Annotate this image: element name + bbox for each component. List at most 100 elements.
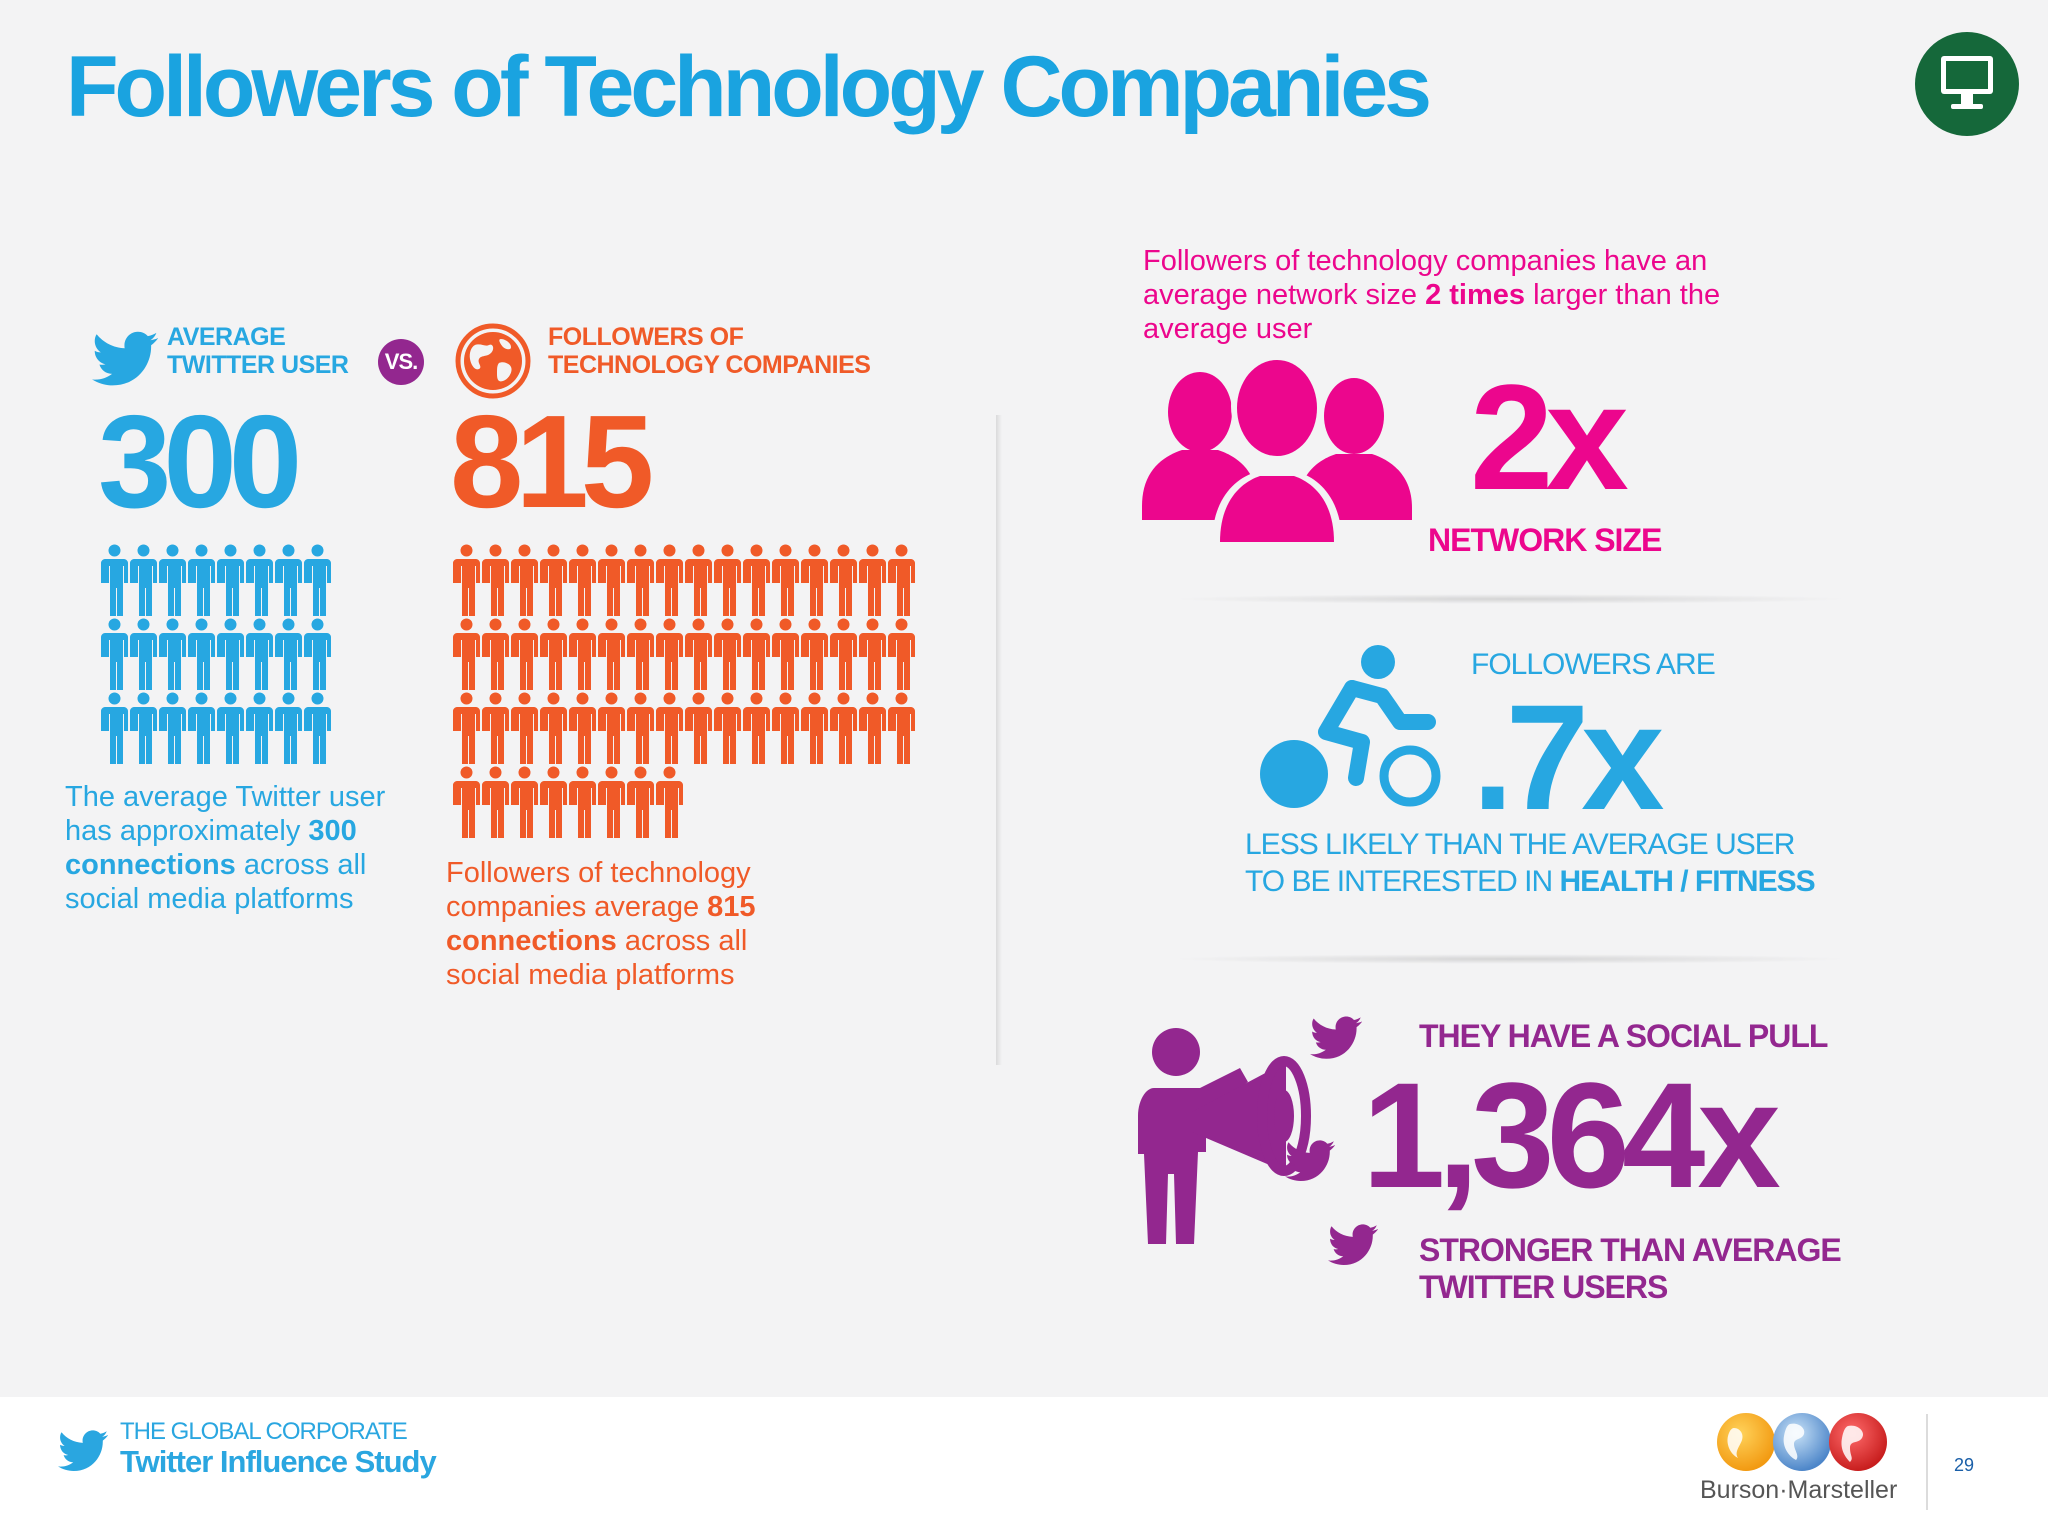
fitness-value: .7x bbox=[1472, 673, 1665, 841]
tech-followers-label: FOLLOWERS OF TECHNOLOGY COMPANIES bbox=[548, 323, 871, 379]
person-icon bbox=[569, 766, 596, 838]
vs-badge: VS. bbox=[378, 339, 424, 385]
megaphone-person-icon bbox=[1132, 1012, 1332, 1257]
person-icon bbox=[217, 618, 244, 690]
person-icon bbox=[101, 618, 128, 690]
average-user-connections-value: 300 bbox=[98, 388, 302, 535]
social-pull-description: STRONGER THAN AVERAGE TWITTER USERS bbox=[1419, 1232, 1842, 1305]
person-icon bbox=[569, 618, 596, 690]
person-icon bbox=[830, 618, 857, 690]
person-icon bbox=[188, 692, 215, 764]
person-icon bbox=[569, 544, 596, 616]
cyclist-icon bbox=[1260, 644, 1446, 819]
section-divider bbox=[1170, 594, 1850, 604]
person-icon bbox=[540, 692, 567, 764]
section-divider bbox=[1170, 954, 1850, 964]
person-icon bbox=[743, 618, 770, 690]
network-intro: Followers of technology companies have a… bbox=[1143, 245, 1721, 345]
person-icon bbox=[598, 766, 625, 838]
page-number: 29 bbox=[1954, 1455, 1975, 1475]
average-user-description: The average Twitter user has approximate… bbox=[65, 781, 386, 915]
vertical-divider bbox=[996, 415, 1002, 1065]
person-icon bbox=[888, 544, 915, 616]
person-icon bbox=[482, 766, 509, 838]
social-pull-value: 1,364x bbox=[1362, 1051, 1781, 1219]
globe-icon bbox=[455, 323, 531, 404]
network-size-label: NETWORK SIZE bbox=[1428, 522, 1662, 558]
fitness-description: LESS LIKELY THAN THE AVERAGE USER TO BE … bbox=[1245, 828, 1816, 898]
tech-followers-connections-value: 815 bbox=[450, 388, 654, 535]
person-icon bbox=[685, 692, 712, 764]
burson-marsteller-globes-logo bbox=[1714, 1410, 1890, 1479]
person-icon bbox=[743, 544, 770, 616]
person-icon bbox=[627, 544, 654, 616]
people-group-icon bbox=[1142, 352, 1412, 549]
person-icon bbox=[511, 692, 538, 764]
tech-followers-figure-grid bbox=[452, 544, 916, 840]
twitter-bird-icon bbox=[1328, 1224, 1378, 1271]
person-icon bbox=[246, 692, 273, 764]
person-icon bbox=[275, 544, 302, 616]
person-icon bbox=[482, 618, 509, 690]
person-icon bbox=[217, 692, 244, 764]
person-icon bbox=[304, 618, 331, 690]
person-icon bbox=[627, 766, 654, 838]
person-icon bbox=[304, 692, 331, 764]
person-icon bbox=[101, 692, 128, 764]
person-icon bbox=[743, 692, 770, 764]
footer-study-line1: THE GLOBAL CORPORATE bbox=[120, 1418, 408, 1445]
footer bbox=[0, 1397, 2048, 1536]
person-icon bbox=[801, 692, 828, 764]
person-icon bbox=[772, 544, 799, 616]
person-icon bbox=[801, 544, 828, 616]
page-title: Followers of Technology Companies bbox=[66, 39, 1432, 135]
average-user-label: AVERAGE TWITTER USER bbox=[167, 323, 349, 379]
twitter-bird-icon bbox=[1310, 1016, 1362, 1065]
person-icon bbox=[656, 692, 683, 764]
person-icon bbox=[540, 766, 567, 838]
person-icon bbox=[275, 692, 302, 764]
person-icon bbox=[859, 544, 886, 616]
person-icon bbox=[101, 544, 128, 616]
person-icon bbox=[627, 618, 654, 690]
person-icon bbox=[656, 766, 683, 838]
person-icon bbox=[888, 692, 915, 764]
person-icon bbox=[453, 544, 480, 616]
person-icon bbox=[217, 544, 244, 616]
person-icon bbox=[511, 618, 538, 690]
social-pull-top-label: THEY HAVE A SOCIAL PULL bbox=[1419, 1018, 1828, 1054]
person-icon bbox=[482, 692, 509, 764]
person-icon bbox=[685, 618, 712, 690]
person-icon bbox=[714, 692, 741, 764]
person-icon bbox=[656, 618, 683, 690]
person-icon bbox=[188, 618, 215, 690]
footer-study-line2: Twitter Influence Study bbox=[120, 1444, 437, 1479]
person-icon bbox=[714, 618, 741, 690]
person-icon bbox=[888, 618, 915, 690]
person-icon bbox=[246, 544, 273, 616]
person-icon bbox=[130, 692, 157, 764]
person-icon bbox=[482, 544, 509, 616]
person-icon bbox=[598, 692, 625, 764]
person-icon bbox=[130, 618, 157, 690]
person-icon bbox=[246, 618, 273, 690]
person-icon bbox=[569, 692, 596, 764]
person-icon bbox=[801, 618, 828, 690]
person-icon bbox=[772, 692, 799, 764]
person-icon bbox=[453, 766, 480, 838]
person-icon bbox=[685, 544, 712, 616]
person-icon bbox=[859, 692, 886, 764]
person-icon bbox=[159, 618, 186, 690]
person-icon bbox=[627, 692, 654, 764]
footer-separator bbox=[1926, 1414, 1928, 1510]
tech-followers-description: Followers of technology companies averag… bbox=[446, 857, 756, 991]
person-icon bbox=[540, 544, 567, 616]
person-icon bbox=[540, 618, 567, 690]
person-icon bbox=[130, 544, 157, 616]
person-icon bbox=[453, 618, 480, 690]
person-icon bbox=[830, 544, 857, 616]
person-icon bbox=[859, 618, 886, 690]
person-icon bbox=[453, 692, 480, 764]
person-icon bbox=[188, 544, 215, 616]
person-icon bbox=[598, 618, 625, 690]
